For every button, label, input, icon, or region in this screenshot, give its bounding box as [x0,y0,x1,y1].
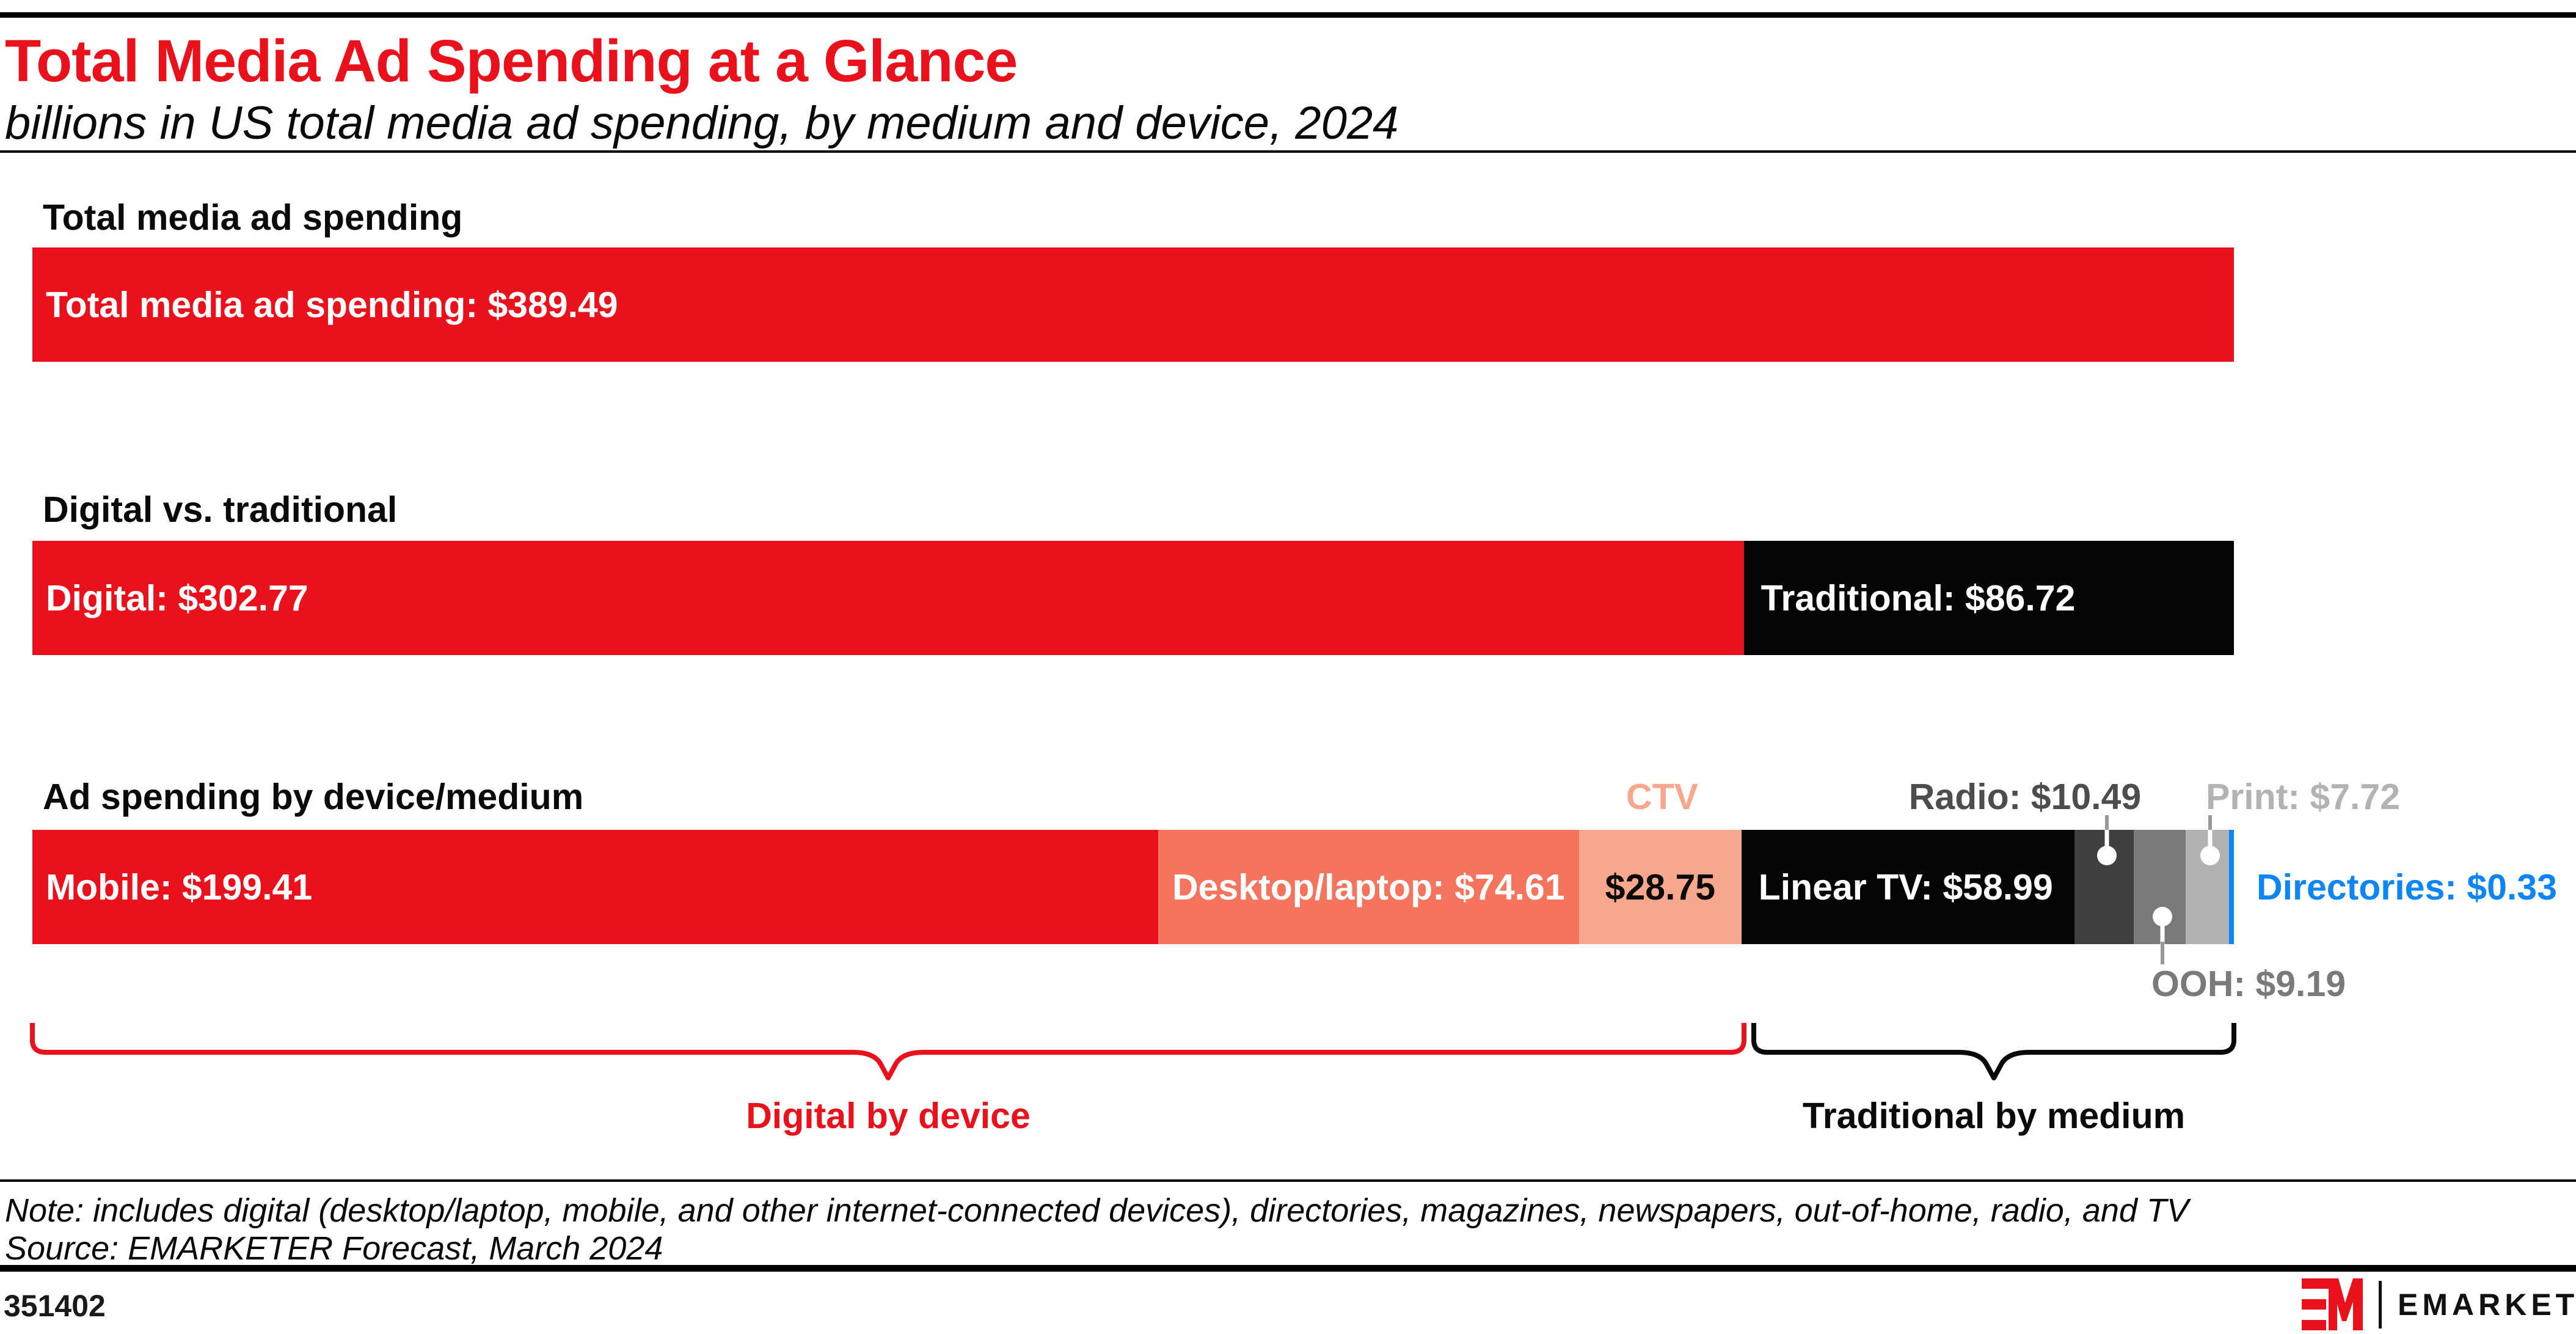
emarketer-logo-mark-icon [2302,1278,2363,1330]
ctv-header-label: CTV [1626,777,1698,817]
note-text: Note: includes digital (desktop/laptop, … [5,1192,2189,1229]
source-text: Source: EMARKETER Forecast, March 2024 [5,1230,663,1267]
radio-callout-label: Radio: $10.49 [1908,777,2142,817]
emarketer-logo: EMARKETER [2302,1278,2576,1331]
print-callout-label: Print: $7.72 [2205,777,2401,817]
segment-linear-tv: Linear TV: $58.99 [1741,830,2074,944]
segment-traditional: Traditional: $86.72 [1743,541,2234,655]
section-label-device-medium: Ad spending by device/medium [43,777,584,817]
segment-traditional-value: Traditional: $86.72 [1761,577,2076,618]
segment-desktop-laptop-value: Desktop/laptop: $74.61 [1172,867,1565,907]
brand-name: EMARKETER [2398,1288,2576,1322]
top-border-line [0,12,2576,18]
segment-linear-tv-value: Linear TV: $58.99 [1758,867,2053,907]
segment-directories [2229,830,2234,944]
header-divider-line [0,150,2576,153]
ooh-callout-label: OOH: $9.19 [2151,964,2346,1004]
chart-id: 351402 [4,1289,106,1323]
segment-ctv-value: $28.75 [1605,867,1716,907]
segment-print [2185,830,2229,944]
segment-ooh [2133,830,2186,944]
section-label-total: Total media ad spending [43,197,463,238]
segment-total-media: Total media ad spending: $389.49 [32,247,2234,362]
digital-brace-label: Digital by device [746,1096,1031,1136]
note-divider-line [0,1179,2576,1182]
footer-divider-line [0,1265,2576,1272]
traditional-brace [1751,1023,2236,1080]
segment-mobile-value: Mobile: $199.41 [46,867,313,907]
bar-device-medium: Mobile: $199.41 Desktop/laptop: $74.61 $… [32,830,2234,944]
segment-digital: Digital: $302.77 [32,541,1744,655]
segment-desktop-laptop: Desktop/laptop: $74.61 [1158,830,1580,944]
section-label-digital-vs-traditional: Digital vs. traditional [43,489,398,530]
segment-mobile: Mobile: $199.41 [32,830,1158,944]
segment-total-media-value: Total media ad spending: $389.49 [46,284,618,325]
bar-digital-vs-traditional: Digital: $302.77 Traditional: $86.72 [32,541,2234,655]
chart-title: Total Media Ad Spending at a Glance [5,27,1018,94]
segment-ctv: $28.75 [1579,830,1742,944]
segment-digital-value: Digital: $302.77 [46,577,308,618]
segment-radio [2074,830,2134,944]
traditional-brace-label: Traditional by medium [1802,1096,2186,1136]
bar-total: Total media ad spending: $389.49 [32,247,2234,362]
chart-subtitle: billions in US total media ad spending, … [5,97,1399,149]
directories-callout-label: Directories: $0.33 [2257,867,2557,907]
digital-brace [30,1023,1746,1080]
logo-divider [2379,1281,2382,1329]
